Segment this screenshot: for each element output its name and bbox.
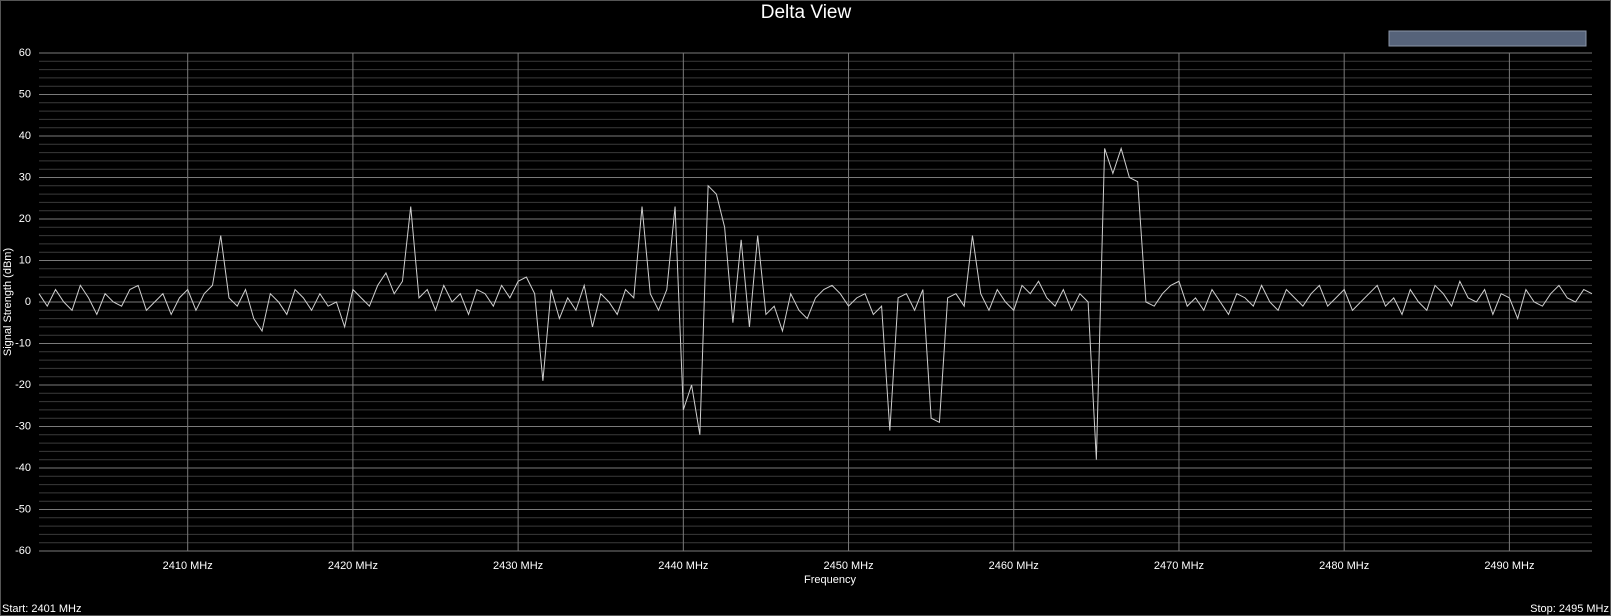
y-tick-label: 60 (19, 47, 31, 59)
y-tick-label: 10 (19, 254, 31, 266)
y-tick-label: -20 (15, 379, 31, 391)
x-tick-label: 2490 MHz (1484, 560, 1534, 572)
y-axis-label: Signal Strength (dBm) (2, 248, 14, 356)
y-tick-label: -50 (15, 503, 31, 515)
y-tick-label: 30 (19, 171, 31, 183)
x-tick-label: 2450 MHz (823, 560, 873, 572)
legend-box (1388, 30, 1587, 47)
x-tick-label: 2480 MHz (1319, 560, 1369, 572)
chart-title: Delta View (761, 2, 852, 23)
x-tick-label: 2420 MHz (328, 560, 378, 572)
y-tick-label: 50 (19, 88, 31, 100)
y-tick-label: 0 (25, 296, 31, 308)
x-tick-label: 2460 MHz (989, 560, 1039, 572)
signal-line (38, 146, 1593, 460)
x-tick-label: 2440 MHz (658, 560, 708, 572)
y-tick-label: 40 (19, 130, 31, 142)
y-tick-label: -60 (15, 545, 31, 557)
y-tick-label: -40 (15, 462, 31, 474)
y-tick-label: -30 (15, 420, 31, 432)
x-tick-label: 2410 MHz (163, 560, 213, 572)
stop-label: Stop: 2495 MHz (1530, 603, 1609, 615)
y-tick-label: 20 (19, 213, 31, 225)
x-tick-label: 2470 MHz (1154, 560, 1204, 572)
x-axis-label: Frequency (804, 574, 856, 586)
x-tick-label: 2430 MHz (493, 560, 543, 572)
y-tick-label: -10 (15, 337, 31, 349)
start-label: Start: 2401 MHz (2, 603, 81, 615)
